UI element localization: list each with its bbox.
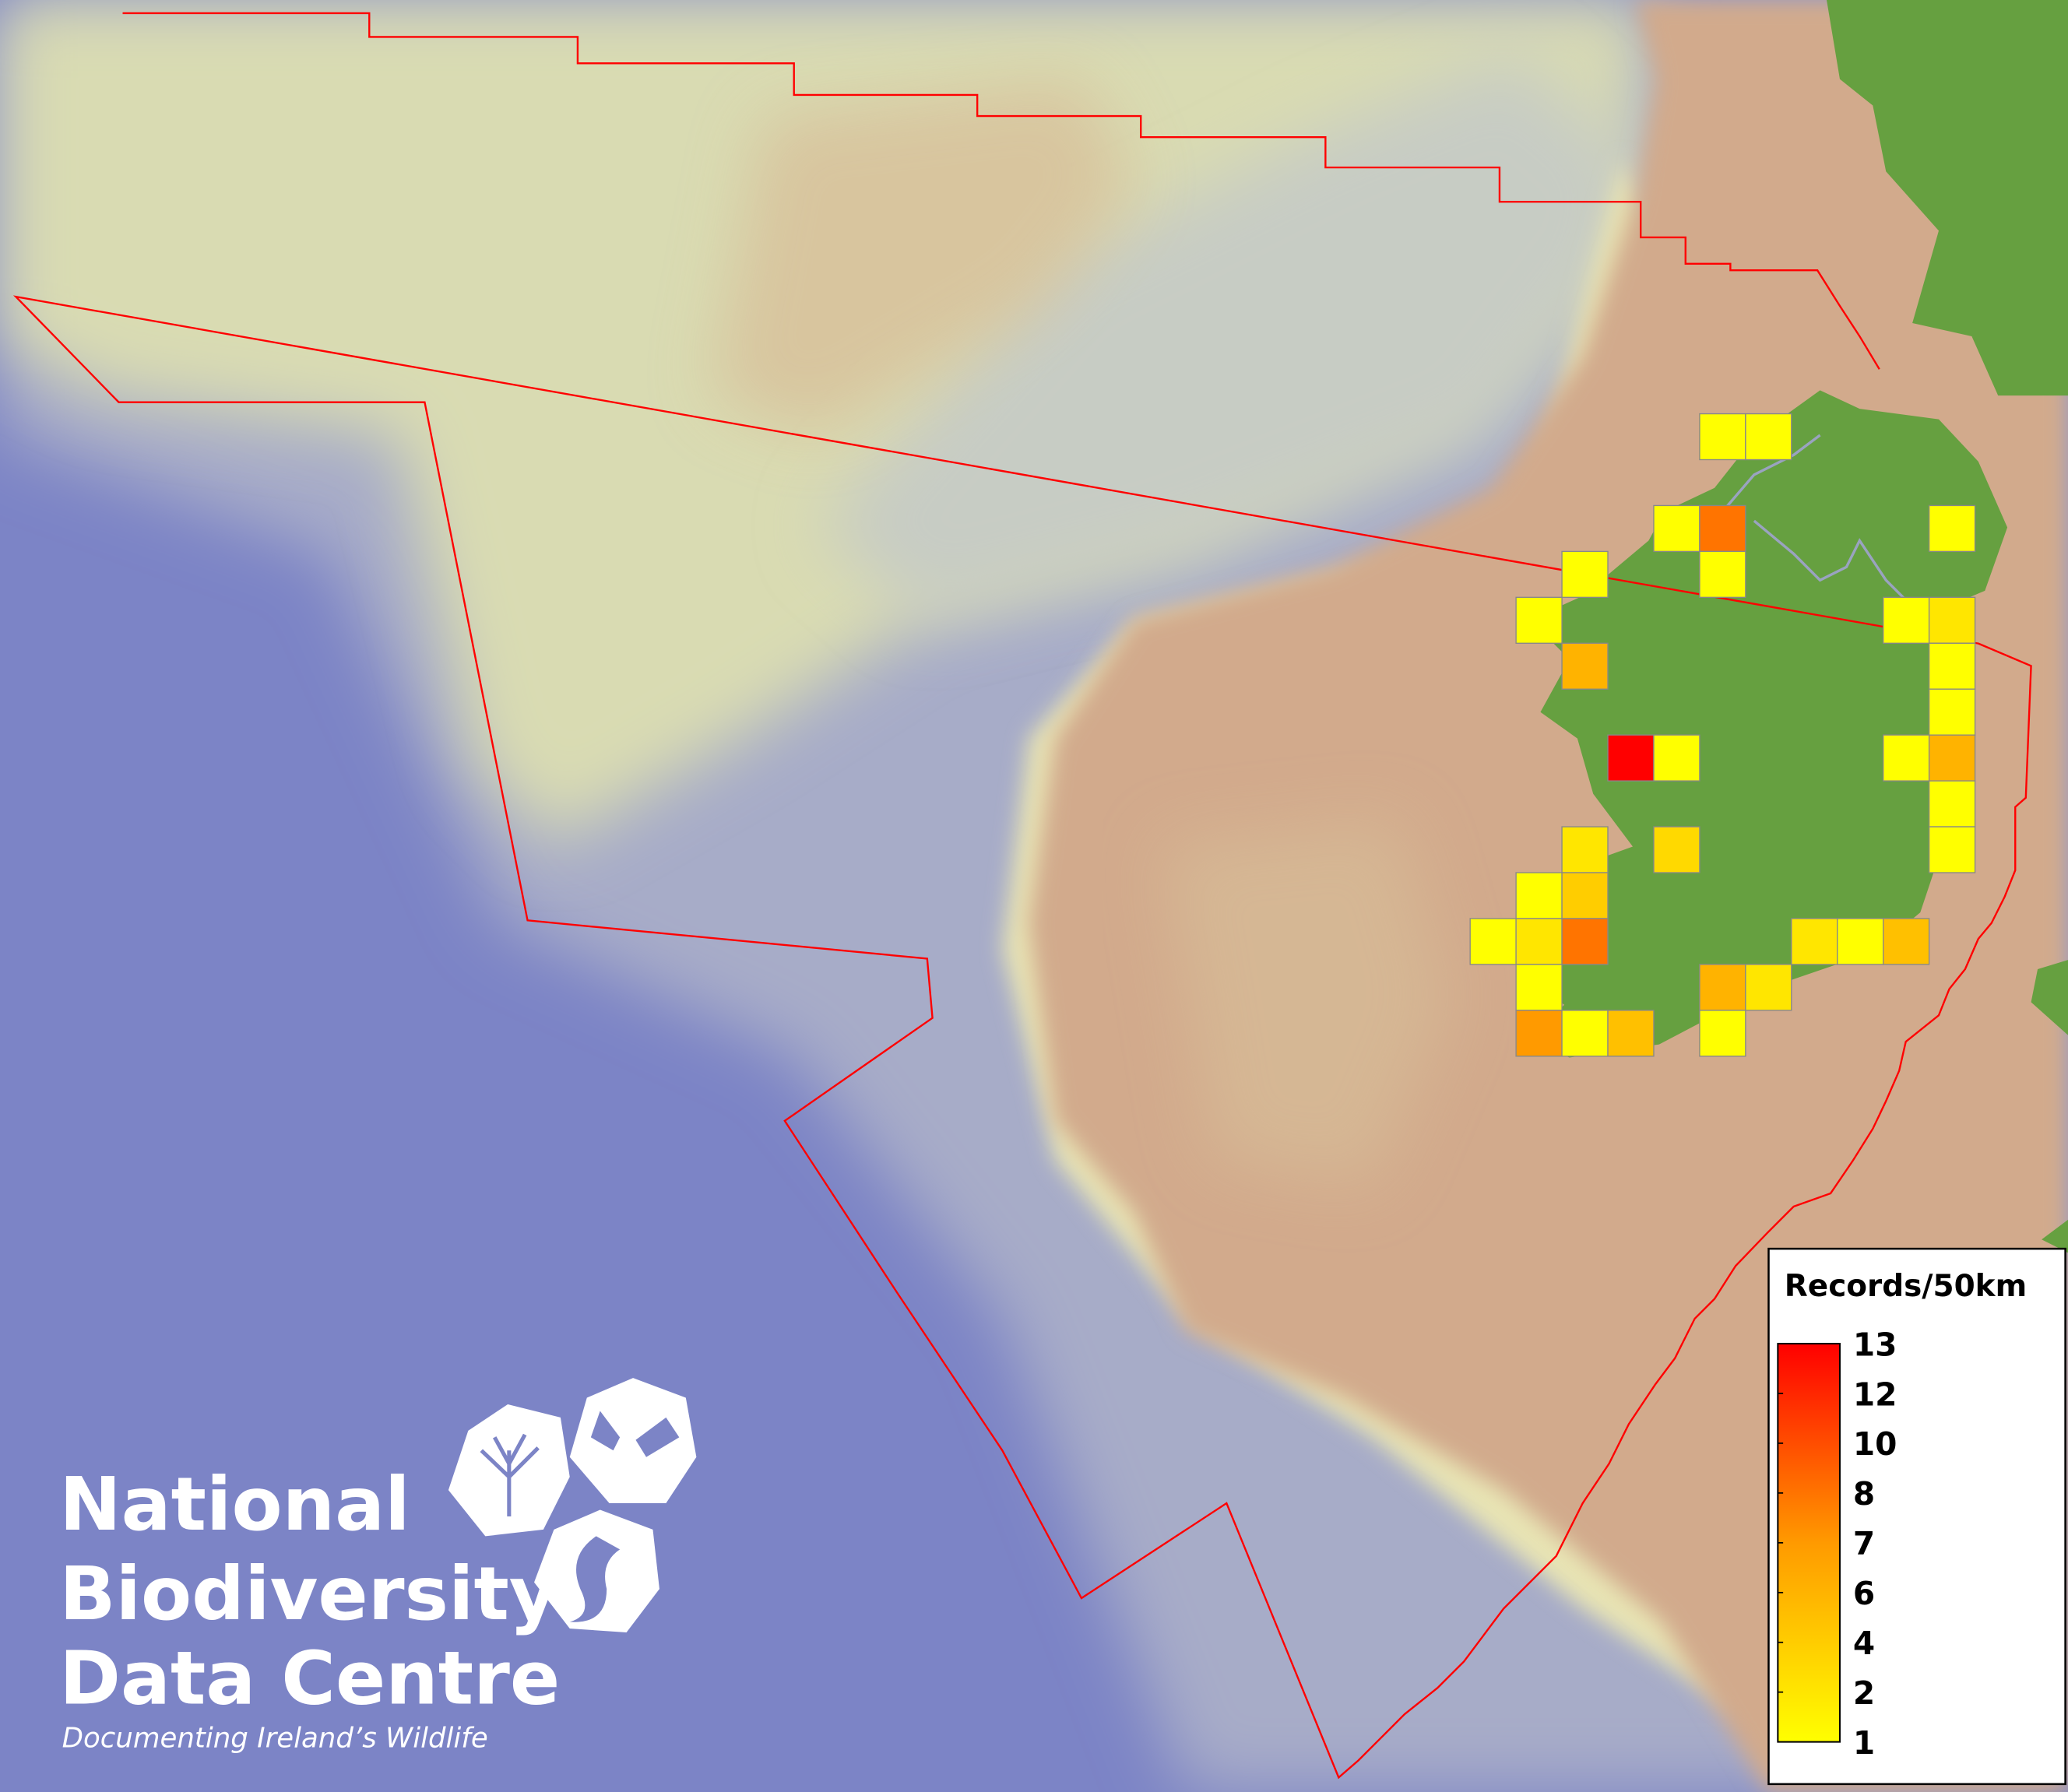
- grid-cell: [1699, 550, 1746, 599]
- grid-cell: [1561, 918, 1609, 965]
- grid-cell: [1883, 918, 1930, 965]
- grid-cell: [1515, 918, 1563, 965]
- grid-cell: [1515, 964, 1563, 1011]
- grid-cell: [1928, 780, 1976, 827]
- legend-tick-label: 4: [1853, 1625, 1875, 1662]
- grid-cell: [1883, 596, 1930, 644]
- legend-tick-label: 10: [1853, 1425, 1897, 1463]
- grid-cell: [1928, 826, 1976, 873]
- hexagon-butterfly-icon: [569, 1378, 697, 1504]
- legend-tick-label: 1: [1853, 1724, 1875, 1762]
- legend-tick-label: 2: [1853, 1674, 1875, 1712]
- grid-cell: [1883, 734, 1930, 782]
- grid-cell: [1699, 964, 1746, 1011]
- logo-line-data-centre: Data Centre: [59, 1636, 560, 1722]
- grid-cell: [1653, 504, 1700, 553]
- scotland-land: [1827, 0, 2068, 396]
- wales-land: [2031, 960, 2068, 1253]
- logo-line-national: National: [59, 1462, 410, 1548]
- boundary-line: [12, 12, 2032, 1780]
- grid-cell: [1928, 504, 1976, 553]
- grid-cell: [1745, 413, 1792, 461]
- grid-cell: [1607, 1010, 1655, 1057]
- logo-line-biodiversity: Biodiversity: [59, 1551, 557, 1637]
- grid-cell: [1653, 734, 1700, 782]
- record-grid: [1469, 413, 1976, 1057]
- hexagon-seahorse-icon: [534, 1509, 659, 1633]
- landmass: [1529, 0, 2068, 1253]
- logo-tagline: Documenting Ireland’s Wildlife: [62, 1722, 488, 1754]
- grid-cell: [1561, 1010, 1609, 1057]
- grid-cell: [1791, 918, 1838, 965]
- grid-cell: [1653, 826, 1700, 873]
- ndbc-logo: National Biodiversity Data Centre Docume…: [59, 1378, 697, 1754]
- grid-cell: [1928, 688, 1976, 736]
- grid-cell: [1745, 964, 1792, 1011]
- legend-tick-label: 6: [1853, 1575, 1875, 1612]
- grid-cell: [1561, 550, 1609, 599]
- legend: Records/50km 13 12 10 8 7 6 4 2 1: [1767, 1247, 2066, 1786]
- grid-cell: [1561, 642, 1609, 690]
- legend-tick-label: 12: [1853, 1376, 1897, 1413]
- legend-color-bar: [1777, 1343, 1841, 1743]
- grid-cell: [1607, 734, 1655, 782]
- grid-cell: [1699, 1010, 1746, 1057]
- grid-cell: [1699, 413, 1746, 461]
- grid-cell: [1469, 918, 1517, 965]
- grid-cell: [1699, 504, 1746, 553]
- legend-tick-label: 8: [1853, 1475, 1875, 1513]
- legend-title: Records/50km: [1785, 1269, 2027, 1304]
- legend-tick-label: 13: [1853, 1326, 1897, 1363]
- border-line: [1713, 434, 1907, 601]
- grid-cell: [1515, 596, 1563, 644]
- grid-cell: [1561, 826, 1609, 873]
- grid-cell: [1928, 596, 1976, 644]
- ireland-land: [1529, 390, 2008, 1058]
- grid-cell: [1515, 1010, 1563, 1057]
- grid-cell: [1515, 872, 1563, 919]
- hexagon-tree-icon: [448, 1404, 570, 1537]
- grid-cell: [1837, 918, 1884, 965]
- grid-cell: [1928, 642, 1976, 690]
- grid-cell: [1561, 872, 1609, 919]
- legend-tick-label: 7: [1853, 1525, 1875, 1562]
- grid-cell: [1928, 734, 1976, 782]
